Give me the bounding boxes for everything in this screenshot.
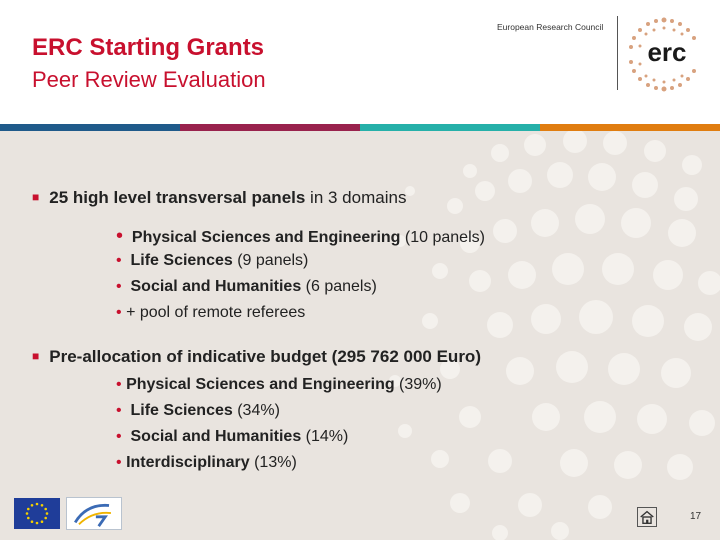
slide-subtitle: Peer Review Evaluation xyxy=(32,67,266,92)
bullet-icon: • xyxy=(116,278,122,295)
section1-heading-bold: 25 high level transversal panels xyxy=(49,188,306,207)
bullet-icon: • xyxy=(116,454,122,471)
bullet-icon: • xyxy=(116,376,122,393)
bullet-icon: • xyxy=(116,252,122,269)
list-item: • Social and Humanities (14%) xyxy=(116,428,348,446)
stripe-blue xyxy=(0,124,180,131)
square-bullet-icon: ■ xyxy=(32,190,40,204)
list-item-rest: + pool of remote referees xyxy=(126,304,306,321)
header-divider xyxy=(617,16,618,90)
list-item: • Physical Sciences and Engineering (10 … xyxy=(116,225,485,248)
eu-flag-icon xyxy=(14,498,60,529)
bullet-icon: • xyxy=(116,428,122,445)
list-item-bold: Physical Sciences and Engineering xyxy=(126,376,395,393)
square-bullet-icon: ■ xyxy=(32,349,40,363)
list-item-rest: (34%) xyxy=(232,402,280,419)
fp7-logo-icon xyxy=(66,497,122,530)
section2-heading-text: Pre-allocation of indicative budget (295… xyxy=(49,347,481,366)
logo-text: erc xyxy=(647,37,686,67)
logo-dots-icon xyxy=(629,17,696,92)
section1-heading-rest: in 3 domains xyxy=(305,188,407,207)
list-item-bold: Physical Sciences and Engineering xyxy=(131,229,401,246)
list-item: • Life Sciences (9 panels) xyxy=(116,252,308,270)
home-icon[interactable] xyxy=(637,507,657,527)
slide-body: ■ 25 high level transversal panels in 3 d… xyxy=(0,131,720,540)
list-item-bold: Interdisciplinary xyxy=(126,454,250,471)
list-item-rest: (13%) xyxy=(249,454,297,471)
list-item-bold: Life Sciences xyxy=(130,402,233,419)
list-item-rest: (6 panels) xyxy=(301,278,377,295)
list-item-rest: (14%) xyxy=(301,428,349,445)
list-item: • Life Sciences (34%) xyxy=(116,402,280,420)
section2-heading: ■ Pre-allocation of indicative budget (29… xyxy=(32,347,481,367)
list-item-rest: (10 panels) xyxy=(400,229,485,246)
stripe-magenta xyxy=(180,124,360,131)
section1-heading: ■ 25 high level transversal panels in 3 d… xyxy=(32,188,406,208)
list-item-bold: Social and Humanities xyxy=(130,278,302,295)
list-item: • Physical Sciences and Engineering (39%… xyxy=(116,376,442,394)
list-item-bold: Social and Humanities xyxy=(130,428,302,445)
slide-title: ERC Starting Grants xyxy=(32,34,265,61)
list-item: • Social and Humanities (6 panels) xyxy=(116,278,377,296)
bullet-icon: • xyxy=(116,225,124,247)
list-item: • + pool of remote referees xyxy=(116,304,305,322)
list-item-rest: (9 panels) xyxy=(232,252,309,269)
council-name: European Research Council xyxy=(497,22,604,32)
page-number: 17 xyxy=(690,511,702,522)
list-item-rest: (39%) xyxy=(394,376,442,393)
bullet-icon: • xyxy=(116,304,122,321)
stripe-orange xyxy=(540,124,720,131)
stripe-teal xyxy=(360,124,540,131)
bullet-icon: • xyxy=(116,402,122,419)
list-item-bold: Life Sciences xyxy=(130,252,233,269)
slide-header: ERC Starting Grants Peer Review Evaluati… xyxy=(0,0,720,124)
list-item: • Interdisciplinary (13%) xyxy=(116,454,297,472)
erc-logo: erc xyxy=(629,17,696,92)
background-dot-pattern xyxy=(389,131,720,540)
